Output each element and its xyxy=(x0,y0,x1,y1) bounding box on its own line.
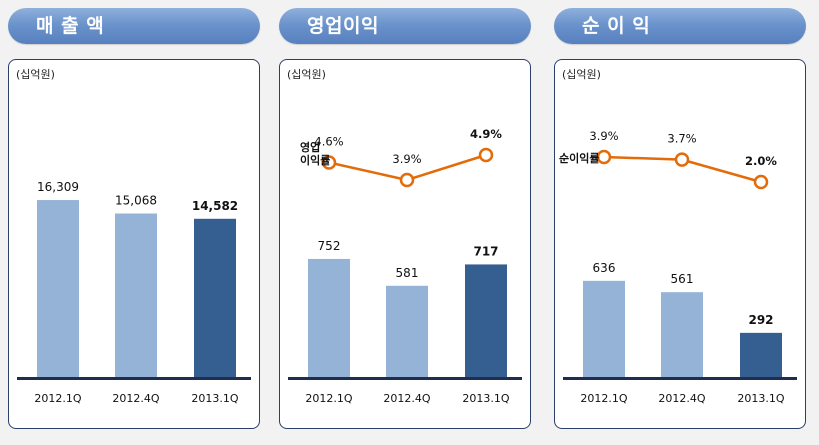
operating-profit-bar xyxy=(465,264,507,377)
operating-profit-chart: 752 581 717 2012.1Q 2012.4Q 2013.1Q 4.6% 3.9% 4.… xyxy=(288,127,522,405)
operating-profit-chart-box: (십억원) 752 581 717 2012.1Q 2012.4Q 2013.1Q 4.6%… xyxy=(279,59,531,429)
revenue-category-label: 2012.1Q xyxy=(34,392,81,405)
operating-profit-panel: 영업이익 (십억원) 752 581 717 2012.1Q 2012.4Q 2013.1… xyxy=(279,0,537,445)
operating-profit-margin-point xyxy=(399,172,415,188)
revenue-unit-label: (십억원) xyxy=(16,68,55,81)
operating-profit-value-label: 581 xyxy=(396,266,419,280)
net-income-category-label: 2013.1Q xyxy=(737,392,784,405)
operating-profit-category-label: 2012.1Q xyxy=(305,392,352,405)
operating-profit-baseline xyxy=(288,377,522,380)
net-income-margin-value-label: 3.9% xyxy=(589,129,618,143)
operating-profit-margin-value-label: 4.9% xyxy=(470,127,502,141)
operating-profit-margin-series-label: 영업 xyxy=(300,141,320,154)
net-income-baseline xyxy=(563,377,797,380)
net-income-margin-point xyxy=(674,152,690,167)
operating-profit-margin-value-label: 3.9% xyxy=(392,152,421,166)
operating-profit-category-label: 2013.1Q xyxy=(462,392,509,405)
revenue-title: 매 출 액 xyxy=(36,15,105,37)
net-income-unit-label: (십억원) xyxy=(562,68,601,81)
operating-profit-title: 영업이익 xyxy=(307,15,379,37)
net-income-chart: 636 561 292 2012.1Q 2012.4Q 2013.1Q 3.9% 3.7% 2.… xyxy=(559,129,797,405)
revenue-category-label: 2013.1Q xyxy=(191,392,238,405)
operating-profit-bar xyxy=(308,258,350,377)
net-income-chart-box: (십억원) 636 561 292 2012.1Q 2012.4Q 2013.1Q 3.9%… xyxy=(554,59,806,429)
net-income-title: 순 이 익 xyxy=(582,15,651,37)
net-income-margin-value-label: 3.7% xyxy=(667,132,696,146)
net-income-value-label: 561 xyxy=(671,272,694,286)
operating-profit-margin-point xyxy=(321,155,337,170)
net-income-bar xyxy=(583,280,625,377)
operating-profit-margin-point xyxy=(478,147,494,163)
operating-profit-value-label: 717 xyxy=(473,244,498,258)
net-income-category-label: 2012.4Q xyxy=(658,392,705,405)
operating-profit-value-label: 752 xyxy=(318,239,341,253)
operating-profit-header: 영업이익 xyxy=(279,8,531,44)
revenue-value-label: 14,582 xyxy=(192,199,238,213)
operating-profit-category-label: 2012.4Q xyxy=(383,392,430,405)
revenue-bar xyxy=(115,213,157,377)
net-income-bar xyxy=(661,292,703,377)
revenue-category-label: 2012.4Q xyxy=(112,392,159,405)
net-income-value-label: 292 xyxy=(748,313,773,327)
net-income-margin-value-label: 2.0% xyxy=(745,154,777,168)
revenue-bar xyxy=(37,200,79,377)
operating-profit-unit-label: (십억원) xyxy=(287,68,326,81)
revenue-chart: 16,309 15,068 14,582 2012.1Q 2012.4Q 2013.1Q xyxy=(17,180,251,405)
operating-profit-margin-value-label: 4.6% xyxy=(314,135,343,149)
net-income-margin-point xyxy=(753,174,769,190)
revenue-panel: 매 출 액 (십억원) 16,309 15,068 14,582 2012.1Q 201… xyxy=(8,0,266,445)
net-income-header: 순 이 익 xyxy=(554,8,806,44)
operating-profit-bar xyxy=(386,285,428,377)
revenue-bar xyxy=(194,218,236,377)
revenue-baseline xyxy=(17,377,251,380)
revenue-chart-box: (십억원) 16,309 15,068 14,582 2012.1Q 2012.4Q 20… xyxy=(8,59,260,429)
net-income-margin-series-label: 순이익률 xyxy=(559,151,599,165)
revenue-header: 매 출 액 xyxy=(8,8,260,44)
revenue-value-label: 15,068 xyxy=(115,194,157,208)
net-income-bar xyxy=(740,332,782,377)
net-income-margin-point xyxy=(596,149,612,165)
net-income-category-label: 2012.1Q xyxy=(580,392,627,405)
revenue-value-label: 16,309 xyxy=(37,180,79,194)
operating-profit-margin-series-label: 이익률 xyxy=(300,153,330,167)
net-income-value-label: 636 xyxy=(593,261,616,275)
net-income-panel: 순 이 익 (십억원) 636 561 292 2012.1Q 2012.4Q 2013.… xyxy=(554,0,812,445)
